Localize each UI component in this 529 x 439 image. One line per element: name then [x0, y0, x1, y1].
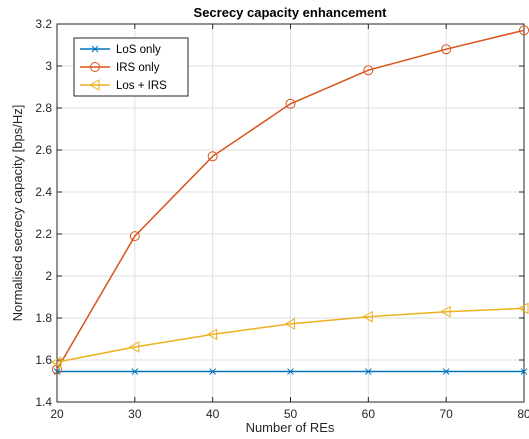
data-point [364, 368, 372, 375]
x-marker-stroke [442, 368, 450, 375]
data-point [363, 65, 374, 76]
triangle-marker [88, 79, 100, 91]
circle-marker [129, 231, 140, 242]
x-tick-label: 60 [362, 407, 376, 421]
data-point [287, 368, 294, 375]
x-marker-stroke [364, 368, 372, 375]
circle-marker [207, 151, 218, 162]
x-marker-stroke [91, 45, 99, 53]
x-marker-stroke [520, 368, 528, 375]
y-tick-label: 3 [45, 59, 52, 73]
triangle-marker [206, 328, 218, 341]
triangle-marker [517, 302, 529, 315]
series-line [56, 307, 525, 363]
data-point [128, 341, 140, 353]
y-tick-label: 2.4 [35, 185, 52, 199]
x-marker [442, 368, 450, 375]
x-marker [520, 368, 528, 375]
data-point [129, 231, 140, 242]
y-tick-label: 2.8 [35, 101, 52, 115]
series-3 [50, 302, 529, 368]
triangle-marker [50, 356, 62, 368]
legend-item: Los + IRS [80, 79, 167, 92]
circle-marker [285, 98, 296, 109]
x-marker-stroke [287, 368, 294, 375]
legend-item: IRS only [80, 62, 160, 74]
data-point [517, 302, 529, 315]
x-tick-label: 30 [128, 407, 142, 421]
y-tick-label: 3.2 [35, 17, 52, 31]
data-point [131, 368, 139, 375]
axes: 20 30 40 50 60 70 80 1.4 1.6 1.8 2 2.2 2.4 2.6 2.8 3 3.2 [35, 17, 529, 421]
x-marker-stroke [131, 368, 139, 375]
legend-label: LoS only [116, 44, 161, 56]
circle-marker [441, 44, 452, 55]
data-point [50, 356, 62, 368]
series-line [56, 29, 525, 370]
x-tick-label: 70 [439, 407, 453, 421]
series-1 [53, 368, 528, 375]
x-marker [209, 368, 217, 375]
x-tick-label: 40 [206, 407, 220, 421]
x-tick-label: 50 [284, 407, 298, 421]
data-point [285, 98, 296, 109]
y-axis-label: Normalised secrecy capacity [bps/Hz] [10, 105, 25, 322]
legend: LoS only IRS only Los + IRS [73, 37, 189, 97]
y-tick-label: 2.6 [35, 143, 52, 157]
y-tick-label: 1.4 [35, 395, 52, 409]
data-point [362, 310, 373, 323]
y-tick-label: 2 [45, 269, 52, 283]
legend-label: Los + IRS [116, 80, 167, 92]
x-marker [91, 45, 99, 53]
legend-label: IRS only [116, 62, 160, 74]
y-tick-label: 1.6 [35, 353, 52, 367]
triangle-marker [128, 341, 140, 353]
circle-marker [90, 62, 100, 72]
legend-item: LoS only [80, 44, 161, 56]
x-marker [131, 368, 139, 375]
x-marker [364, 368, 372, 375]
x-tick-label: 20 [50, 407, 64, 421]
circle-marker [363, 65, 374, 76]
series-group [50, 25, 529, 375]
triangle-marker [362, 310, 373, 323]
data-point [207, 151, 218, 162]
x-tick-label: 80 [517, 407, 529, 421]
y-tick-label: 1.8 [35, 311, 52, 325]
y-tick-label: 2.2 [35, 227, 52, 241]
triangle-marker [284, 318, 295, 330]
data-point [206, 328, 218, 341]
chart-title: Secrecy capacity enhancement [194, 5, 388, 20]
x-axis-label: Number of REs [246, 420, 335, 435]
data-point [442, 368, 450, 375]
data-point [440, 305, 451, 318]
data-point [284, 318, 295, 330]
data-point [520, 368, 528, 375]
x-marker [287, 368, 294, 375]
data-point [209, 368, 217, 375]
series-2 [52, 25, 529, 375]
axes-frame [56, 23, 525, 403]
triangle-marker [440, 305, 451, 318]
x-marker-stroke [209, 368, 217, 375]
data-point [441, 44, 452, 55]
